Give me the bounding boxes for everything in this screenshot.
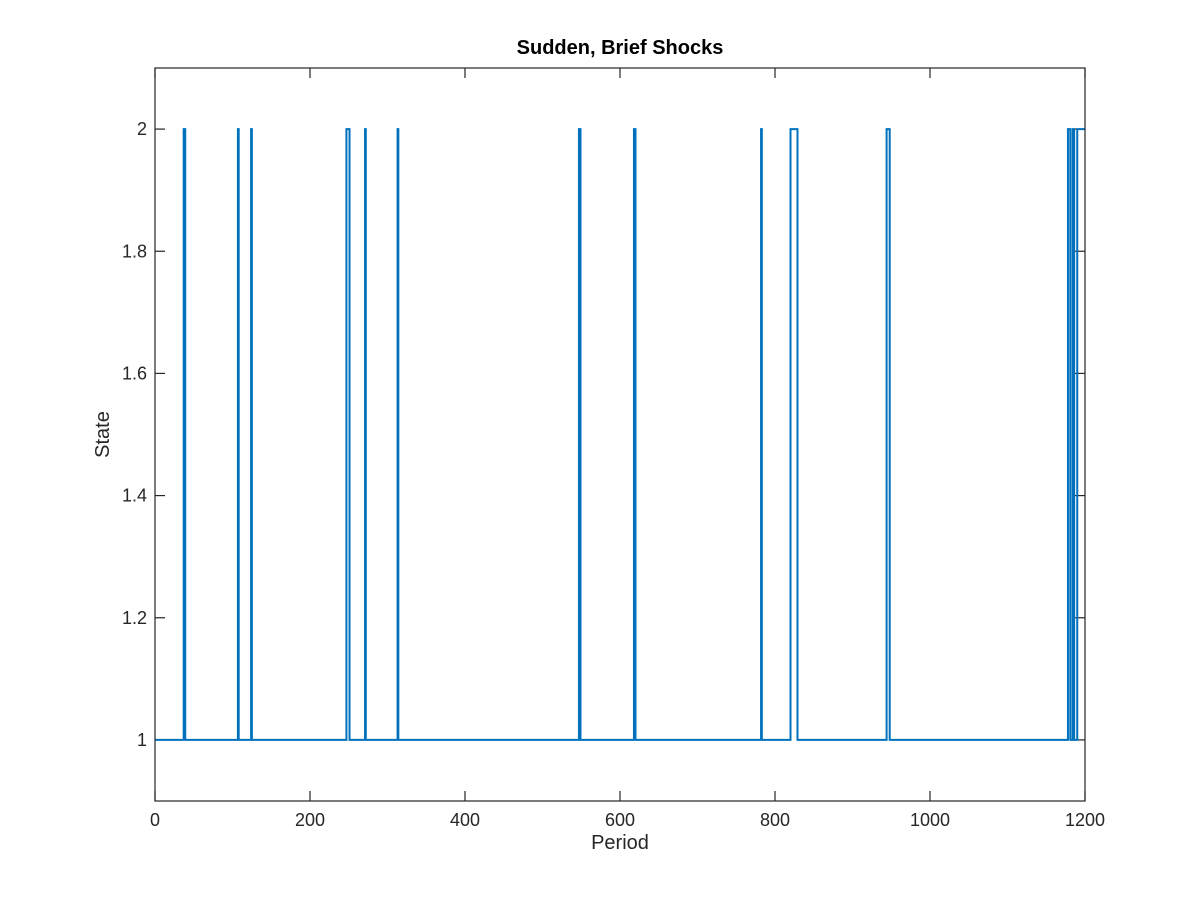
x-tick-label: 1000 bbox=[910, 810, 950, 830]
series-line bbox=[155, 128, 1085, 741]
y-axis-label: State bbox=[92, 411, 114, 458]
x-axis-label: Period bbox=[591, 832, 649, 854]
x-tick-label: 400 bbox=[450, 810, 480, 830]
x-tick-label: 200 bbox=[295, 810, 325, 830]
x-tick-label: 1200 bbox=[1065, 810, 1105, 830]
y-tick-label: 1.2 bbox=[122, 608, 147, 628]
x-tick-label: 600 bbox=[605, 810, 635, 830]
y-tick-label: 2 bbox=[137, 119, 147, 139]
chart-title: Sudden, Brief Shocks bbox=[517, 37, 724, 59]
tick-labels: 0 200 400 600 800 1000 1200 1 1.2 1.4 1.6 1.8 2 bbox=[122, 119, 1105, 830]
plot-area bbox=[155, 68, 1085, 801]
y-tick-label: 1.4 bbox=[122, 486, 147, 506]
y-tick-label: 1.8 bbox=[122, 241, 147, 261]
y-tick-label: 1.6 bbox=[122, 363, 147, 383]
x-tick-label: 800 bbox=[760, 810, 790, 830]
y-tick-label: 1 bbox=[137, 730, 147, 750]
x-tick-label: 0 bbox=[150, 810, 160, 830]
plot-frame bbox=[154, 67, 1086, 802]
